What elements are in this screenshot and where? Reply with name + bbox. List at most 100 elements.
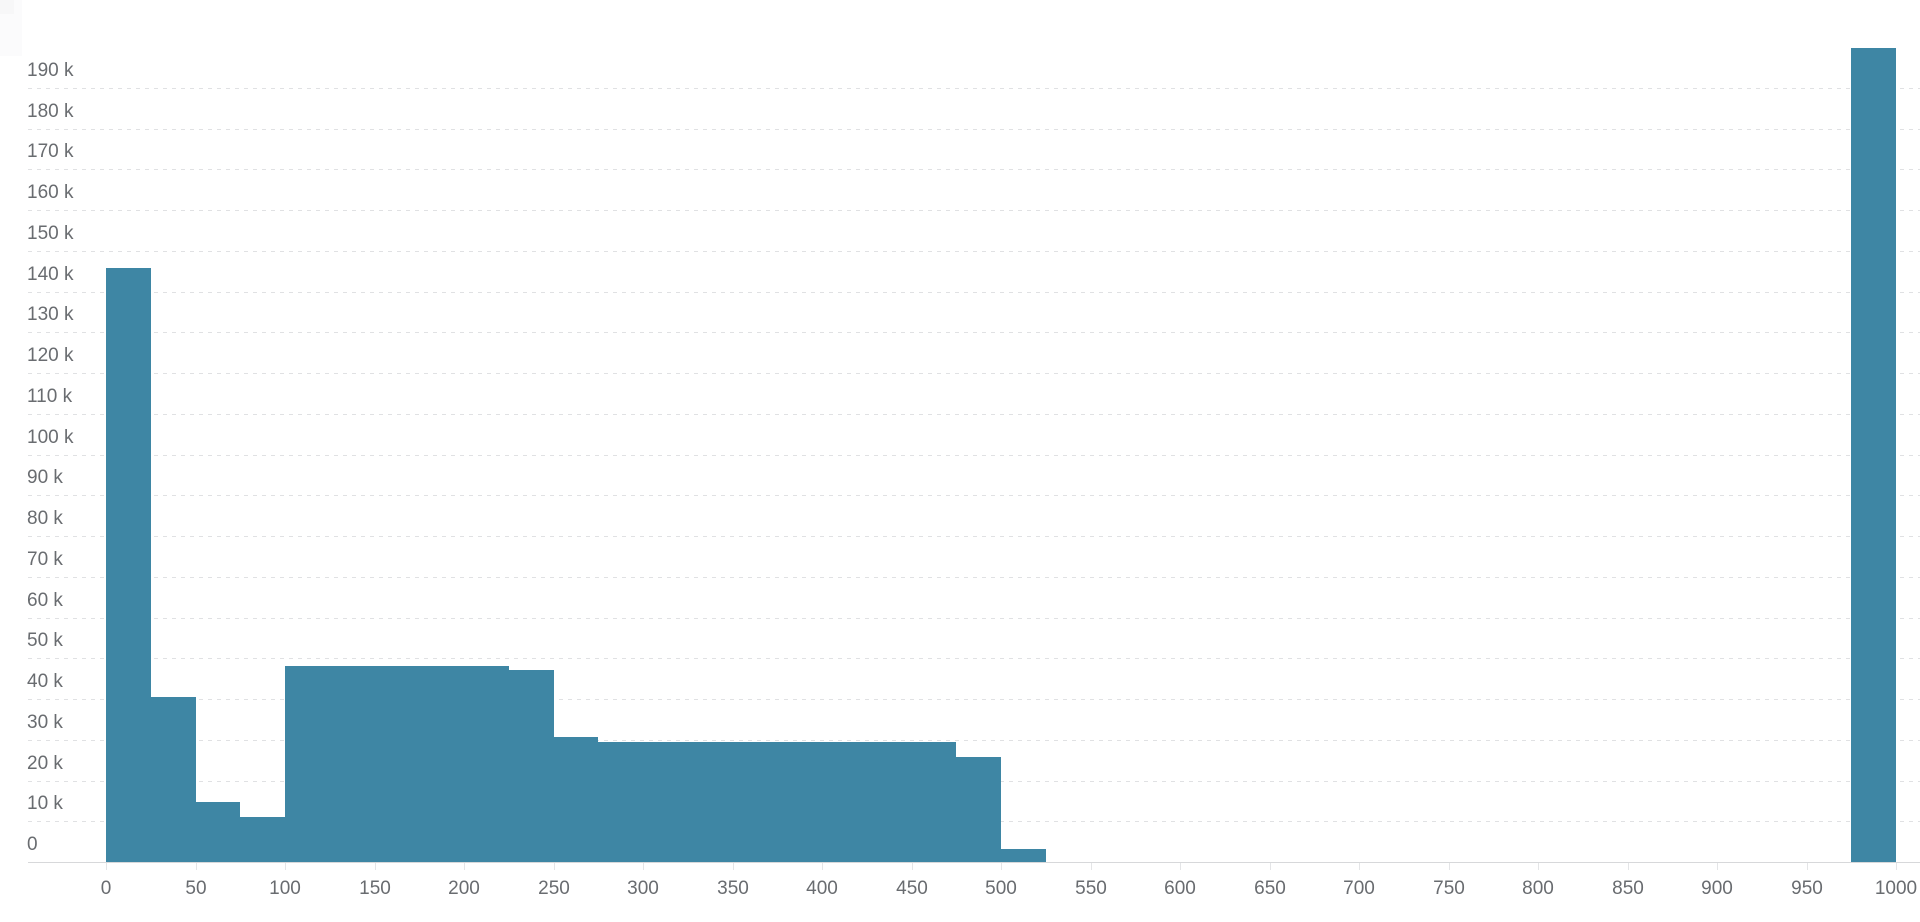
y-axis-tick-label: 80 k xyxy=(27,508,63,529)
x-axis-tick xyxy=(554,863,555,870)
y-gridline xyxy=(28,536,1920,538)
x-axis-tick-label: 250 xyxy=(538,878,570,899)
x-axis-tick xyxy=(1807,863,1808,870)
y-axis-tick-label: 190 k xyxy=(27,60,74,81)
x-axis-tick-label: 100 xyxy=(269,878,301,899)
y-axis-tick-label: 180 k xyxy=(27,101,74,122)
y-gridline xyxy=(28,251,1920,253)
x-axis-tick xyxy=(1449,863,1450,870)
histogram-bar[interactable] xyxy=(777,742,822,862)
y-axis-tick-label: 100 k xyxy=(27,427,74,448)
x-axis-tick xyxy=(1717,863,1718,870)
y-axis-tick-label: 140 k xyxy=(27,264,74,285)
histogram-bar[interactable] xyxy=(956,757,1001,862)
y-axis-tick-label: 170 k xyxy=(27,141,74,162)
y-gridline xyxy=(28,373,1920,375)
histogram-bar[interactable] xyxy=(1851,48,1896,862)
y-axis-tick-label: 130 k xyxy=(27,304,74,325)
histogram-bar[interactable] xyxy=(598,742,643,862)
x-axis-tick xyxy=(196,863,197,870)
x-axis-tick-label: 550 xyxy=(1075,878,1107,899)
x-axis-tick xyxy=(1091,863,1092,870)
histogram-bar[interactable] xyxy=(330,666,375,862)
histogram-bar[interactable] xyxy=(240,817,285,862)
x-axis-tick xyxy=(643,863,644,870)
histogram-bar[interactable] xyxy=(419,666,464,862)
y-axis-tick-label: 120 k xyxy=(27,345,74,366)
histogram-bar[interactable] xyxy=(509,670,554,862)
x-axis-line xyxy=(28,862,1920,864)
x-axis-tick-label: 750 xyxy=(1433,878,1465,899)
y-gridline xyxy=(28,618,1920,620)
x-axis-tick xyxy=(822,863,823,870)
x-axis-tick-label: 650 xyxy=(1254,878,1286,899)
y-axis-tick-label: 40 k xyxy=(27,671,63,692)
y-gridline xyxy=(28,740,1920,742)
histogram-bar[interactable] xyxy=(554,737,598,862)
y-gridline xyxy=(28,88,1920,90)
histogram-bar[interactable] xyxy=(688,742,733,862)
histogram-bar[interactable] xyxy=(912,742,956,862)
histogram-bar[interactable] xyxy=(464,666,509,862)
x-axis-tick xyxy=(375,863,376,870)
y-axis-tick-label: 50 k xyxy=(27,630,63,651)
top-left-panel-artifact-inner xyxy=(0,0,14,14)
x-axis-tick-label: 50 xyxy=(185,878,207,899)
x-axis-tick-label: 900 xyxy=(1701,878,1733,899)
x-axis-tick-label: 350 xyxy=(717,878,749,899)
x-axis-tick-label: 600 xyxy=(1164,878,1196,899)
histogram-bar[interactable] xyxy=(285,666,330,862)
histogram-bar[interactable] xyxy=(196,802,240,862)
y-axis-tick-label: 160 k xyxy=(27,182,74,203)
x-axis-tick xyxy=(912,863,913,870)
x-axis-tick xyxy=(1001,863,1002,870)
y-gridline xyxy=(28,292,1920,294)
histogram-bar[interactable] xyxy=(151,697,196,862)
x-axis-tick xyxy=(1896,863,1897,870)
y-axis-tick-label: 90 k xyxy=(27,467,63,488)
x-axis-tick xyxy=(285,863,286,870)
y-axis-tick-label: 60 k xyxy=(27,590,63,611)
x-axis-tick xyxy=(1628,863,1629,870)
x-axis-tick-label: 700 xyxy=(1343,878,1375,899)
y-axis-tick-label: 20 k xyxy=(27,753,63,774)
y-axis-tick-label: 70 k xyxy=(27,549,63,570)
x-axis-tick xyxy=(464,863,465,870)
x-axis-tick xyxy=(1359,863,1360,870)
x-axis-tick-label: 800 xyxy=(1522,878,1554,899)
y-gridline xyxy=(28,495,1920,497)
y-gridline xyxy=(28,210,1920,212)
y-axis-tick-label: 30 k xyxy=(27,712,63,733)
histogram-bar[interactable] xyxy=(733,742,777,862)
y-axis-tick-label: 110 k xyxy=(27,386,73,407)
x-axis-tick xyxy=(733,863,734,870)
x-axis-tick-label: 850 xyxy=(1612,878,1644,899)
x-axis-tick xyxy=(1538,863,1539,870)
histogram-bar[interactable] xyxy=(1001,849,1046,862)
y-axis-tick-label: 150 k xyxy=(27,223,74,244)
x-axis-tick-label: 150 xyxy=(359,878,391,899)
x-axis-tick xyxy=(1180,863,1181,870)
top-left-panel-artifact xyxy=(0,0,22,56)
x-axis-tick-label: 1000 xyxy=(1874,878,1918,899)
y-gridline xyxy=(28,455,1920,457)
x-axis-tick-label: 200 xyxy=(448,878,480,899)
y-gridline xyxy=(28,332,1920,334)
x-axis-tick-label: 500 xyxy=(985,878,1017,899)
y-axis-tick-label: 0 xyxy=(27,834,38,855)
y-gridline xyxy=(28,414,1920,416)
y-gridline xyxy=(28,699,1920,701)
x-axis-tick-label: 950 xyxy=(1791,878,1823,899)
x-axis-tick-label: 300 xyxy=(627,878,659,899)
x-axis-tick xyxy=(106,863,107,870)
histogram-bar[interactable] xyxy=(867,742,912,862)
y-gridline xyxy=(28,169,1920,171)
histogram-bar[interactable] xyxy=(106,268,151,862)
y-gridline xyxy=(28,577,1920,579)
y-axis-tick-label: 10 k xyxy=(27,793,63,814)
histogram-bar[interactable] xyxy=(375,666,419,862)
x-axis-tick xyxy=(1270,863,1271,870)
histogram-bar[interactable] xyxy=(643,742,688,862)
histogram-bar[interactable] xyxy=(822,742,867,862)
x-axis-tick-label: 450 xyxy=(896,878,928,899)
